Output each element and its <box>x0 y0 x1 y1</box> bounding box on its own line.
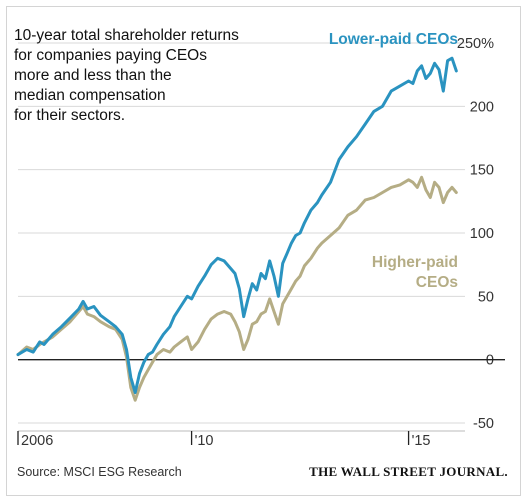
publisher-credit: THE WALL STREET JOURNAL. <box>309 464 508 479</box>
higher-paid-label-line-2: CEOs <box>416 274 458 291</box>
title-line-3: more and less than the <box>14 67 172 84</box>
source-note: Source: MSCI ESG Research <box>17 465 182 479</box>
y-tick-label-4: 50 <box>478 289 494 305</box>
series-labels: Lower-paid CEOs Higher-paid CEOs <box>329 31 458 291</box>
x-axis: 2006 '10 '15 <box>17 359 505 449</box>
title-line-4: median compensation <box>14 87 166 104</box>
x-tick-label-2: '15 <box>412 433 431 449</box>
higher-paid-ceos-line <box>16 175 458 402</box>
x-tick-label-0: 2006 <box>21 433 53 449</box>
chart-title: 10-year total shareholder returns for co… <box>14 27 239 124</box>
lower-paid-label: Lower-paid CEOs <box>329 31 458 48</box>
y-axis-tick-labels: 250% 200 150 100 50 0 -50 <box>457 36 494 432</box>
lower-paid-ceos-line <box>16 56 458 395</box>
series-lines <box>16 56 458 402</box>
y-tick-label-2: 150 <box>470 163 494 179</box>
y-tick-label-1: 200 <box>470 99 494 115</box>
title-line-1: 10-year total shareholder returns <box>14 27 239 44</box>
chart-frame <box>6 6 521 496</box>
y-tick-label-6: -50 <box>473 416 494 432</box>
higher-paid-label-line-1: Higher-paid <box>372 254 458 271</box>
y-tick-label-5: 0 <box>486 353 494 369</box>
y-tick-label-0: 250% <box>457 36 494 52</box>
y-tick-label-3: 100 <box>470 226 494 242</box>
x-tick-label-1: '10 <box>195 433 214 449</box>
title-line-2: for companies paying CEOs <box>14 47 207 64</box>
title-line-5: for their sectors. <box>14 107 125 124</box>
